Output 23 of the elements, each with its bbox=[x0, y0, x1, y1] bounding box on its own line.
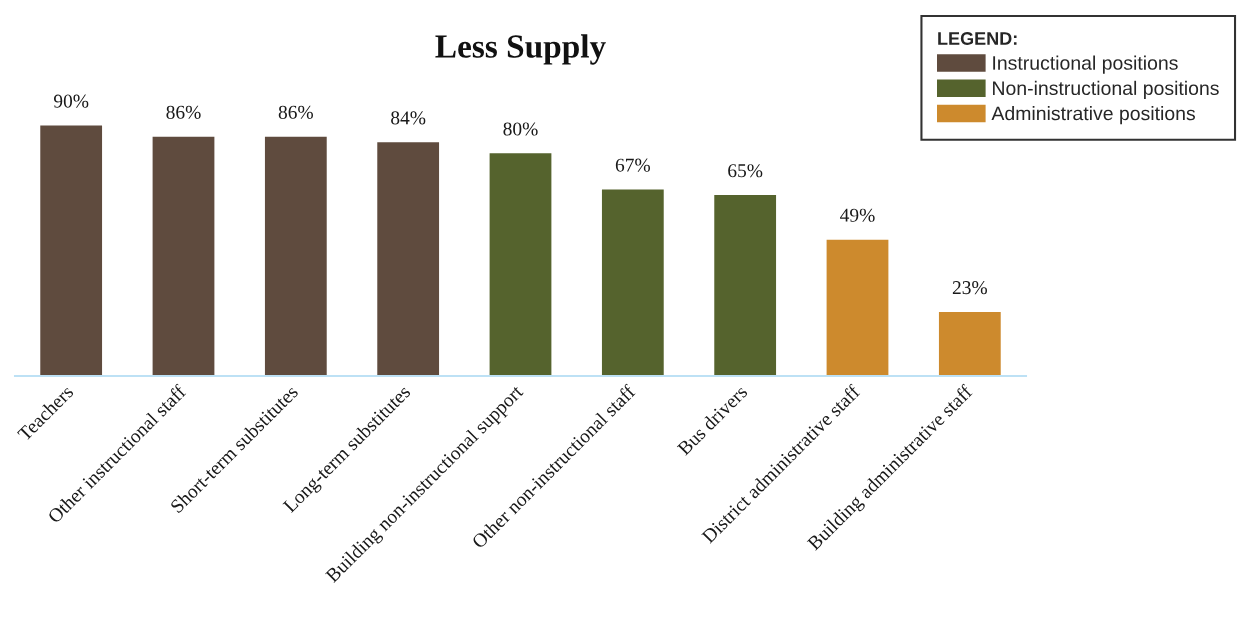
chart-title: Less Supply bbox=[435, 34, 606, 65]
bar bbox=[152, 136, 215, 376]
legend-label: Administrative positions bbox=[991, 106, 1195, 125]
data-label: 65% bbox=[728, 164, 763, 178]
data-label: 80% bbox=[503, 122, 538, 136]
data-label: 84% bbox=[391, 111, 426, 125]
bar bbox=[489, 153, 552, 376]
data-label: 86% bbox=[278, 105, 313, 119]
legend-label: Instructional positions bbox=[993, 55, 1178, 74]
data-label: 67% bbox=[615, 158, 650, 172]
bar bbox=[40, 125, 103, 376]
bar bbox=[938, 311, 1001, 376]
legend-title: LEGEND: bbox=[938, 32, 1017, 45]
data-label: 90% bbox=[53, 94, 89, 108]
data-label: 49% bbox=[840, 208, 875, 222]
bar bbox=[826, 239, 889, 376]
bar bbox=[264, 136, 327, 376]
bar bbox=[377, 142, 440, 376]
legend-label: Non-instructional positions bbox=[993, 80, 1219, 99]
bar bbox=[601, 189, 664, 376]
data-label: 86% bbox=[166, 105, 201, 119]
bar bbox=[714, 195, 777, 376]
data-label: 23% bbox=[952, 281, 987, 295]
